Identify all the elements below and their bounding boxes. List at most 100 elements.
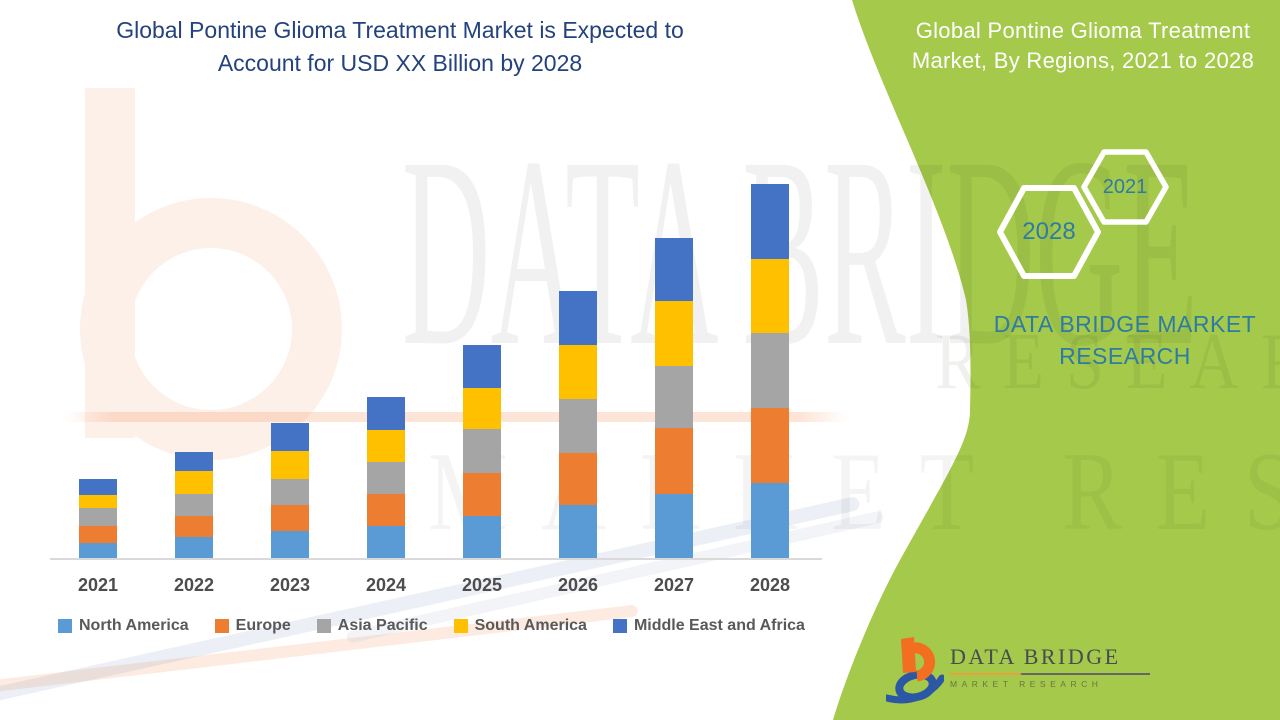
- bar-segment-2026-asia-pacific: [559, 399, 597, 453]
- hexagon-outline-icon: [1081, 149, 1169, 225]
- hexagon-2021: 2021: [1080, 148, 1170, 226]
- brand-text-line1: DATA BRIDGE MARKET: [993, 311, 1257, 337]
- watermark-text-market-research: MARKET RESEARCH: [428, 436, 1280, 548]
- hexagon-2028: 2028: [996, 184, 1102, 280]
- legend-item-europe: Europe: [214, 617, 291, 635]
- bar-segment-2023-north-america: [271, 531, 309, 558]
- legend-label: South America: [474, 617, 587, 634]
- watermark-underline-band: [66, 412, 846, 422]
- x-axis-label-2026: 2026: [557, 575, 599, 595]
- panel-title-line1: Global Pontine Glioma Treatment: [915, 18, 1251, 43]
- legend-marker-icon: [214, 619, 229, 633]
- chart-title-line1: Global Pontine Glioma Treatment Market i…: [116, 17, 684, 43]
- hexagon-outline-icon: [997, 185, 1101, 279]
- bar-segment-2026-south-america: [559, 345, 597, 399]
- hexagon-2021-label: 2021: [1102, 175, 1148, 198]
- bar-segment-2021-middle-east-and-africa: [79, 479, 117, 495]
- x-axis-label-2021: 2021: [77, 575, 119, 595]
- legend-marker-icon: [453, 619, 468, 633]
- bar-segment-2025-europe: [463, 473, 501, 516]
- legend-label: North America: [79, 617, 189, 634]
- bar-2028: [751, 184, 789, 558]
- x-axis-label-2023: 2023: [269, 575, 311, 595]
- bar-segment-2021-south-america: [79, 495, 117, 508]
- bar-segment-2023-europe: [271, 505, 309, 531]
- data-bridge-logo: DATA BRIDGE MARKET RESEARCH: [886, 620, 1186, 715]
- bar-segment-2027-asia-pacific: [655, 366, 693, 428]
- bar-2025: [463, 345, 501, 558]
- bar-segment-2028-south-america: [751, 259, 789, 333]
- hexagon-2028-label: 2028: [1022, 218, 1076, 245]
- x-axis-label-2024: 2024: [365, 575, 407, 595]
- bar-segment-2027-europe: [655, 428, 693, 494]
- bar-segment-2028-europe: [751, 408, 789, 483]
- legend-item-middle-east-and-africa: Middle East and Africa: [612, 617, 805, 635]
- bar-segment-2025-middle-east-and-africa: [463, 345, 501, 388]
- bar-segment-2025-asia-pacific: [463, 429, 501, 473]
- legend-label: Europe: [235, 617, 291, 634]
- bar-segment-2022-middle-east-and-africa: [175, 452, 213, 471]
- bar-segment-2023-middle-east-and-africa: [271, 423, 309, 451]
- legend-marker-icon: [58, 619, 72, 633]
- logo-rule: [950, 673, 1150, 675]
- x-axis-label-2028: 2028: [749, 575, 791, 595]
- x-axis-label-2027: 2027: [653, 575, 695, 595]
- bar-segment-2022-south-america: [175, 471, 213, 494]
- bar-segment-2024-north-america: [367, 526, 405, 558]
- bar-segment-2027-middle-east-and-africa: [655, 238, 693, 301]
- legend-label: Asia Pacific: [337, 617, 428, 634]
- bar-segment-2024-south-america: [367, 430, 405, 462]
- bar-2023: [271, 423, 309, 558]
- bar-segment-2027-south-america: [655, 301, 693, 366]
- watermark-text-research: RESEARCH: [935, 318, 1280, 406]
- legend-marker-icon: [316, 619, 331, 633]
- legend-item-north-america: North America: [58, 617, 189, 635]
- chart-title-line2: Account for USD XX Billion by 2028: [217, 50, 583, 76]
- bar-segment-2026-europe: [559, 453, 597, 505]
- bar-segment-2028-asia-pacific: [751, 333, 789, 408]
- bar-segment-2028-middle-east-and-africa: [751, 184, 789, 259]
- bar-segment-2021-asia-pacific: [79, 508, 117, 526]
- legend-item-asia-pacific: Asia Pacific: [316, 617, 428, 635]
- bar-segment-2026-middle-east-and-africa: [559, 291, 597, 345]
- x-axis-line: [50, 558, 822, 560]
- chart-legend: North America Europe Asia Pacific South Ame…: [58, 617, 805, 635]
- chart-title: Global Pontine Glioma Treatment Market i…: [30, 14, 770, 80]
- bar-segment-2022-europe: [175, 516, 213, 537]
- brand-text-line2: RESEARCH: [1059, 343, 1191, 369]
- data-bridge-logo-icon: [886, 637, 944, 704]
- logo-subtitle: MARKET RESEARCH: [950, 679, 1103, 689]
- bar-2027: [655, 238, 693, 558]
- bar-segment-2021-europe: [79, 526, 117, 543]
- legend-item-south-america: South America: [453, 617, 587, 635]
- bar-segment-2023-south-america: [271, 451, 309, 479]
- bar-segment-2027-north-america: [655, 494, 693, 558]
- bar-segment-2023-asia-pacific: [271, 479, 309, 505]
- bar-2021: [79, 479, 117, 558]
- legend-label: Middle East and Africa: [633, 617, 805, 634]
- bar-2022: [175, 452, 213, 558]
- logo-text: DATA BRIDGE MARKET RESEARCH: [950, 644, 1150, 689]
- bar-segment-2022-north-america: [175, 537, 213, 558]
- bar-2026: [559, 291, 597, 558]
- watermark-text-data-bridge: DATA BRIDGE: [402, 101, 1199, 402]
- bar-segment-2024-europe: [367, 494, 405, 526]
- bar-segment-2024-asia-pacific: [367, 462, 405, 494]
- bar-segment-2028-north-america: [751, 483, 789, 558]
- bar-segment-2025-south-america: [463, 388, 501, 429]
- x-axis-label-2022: 2022: [173, 575, 215, 595]
- bar-segment-2022-asia-pacific: [175, 494, 213, 516]
- panel-title: Global Pontine Glioma Treatment Market, …: [886, 16, 1280, 76]
- bar-segment-2024-middle-east-and-africa: [367, 397, 405, 430]
- brand-text: DATA BRIDGE MARKET RESEARCH: [950, 308, 1280, 372]
- bar-segment-2026-north-america: [559, 505, 597, 558]
- bar-2024: [367, 397, 405, 558]
- logo-title: DATA BRIDGE: [950, 644, 1121, 669]
- bar-segment-2021-north-america: [79, 543, 117, 558]
- panel-title-line2: Market, By Regions, 2021 to 2028: [911, 48, 1255, 73]
- legend-marker-icon: [612, 619, 627, 633]
- x-axis-label-2025: 2025: [461, 575, 503, 595]
- bar-segment-2025-north-america: [463, 516, 501, 558]
